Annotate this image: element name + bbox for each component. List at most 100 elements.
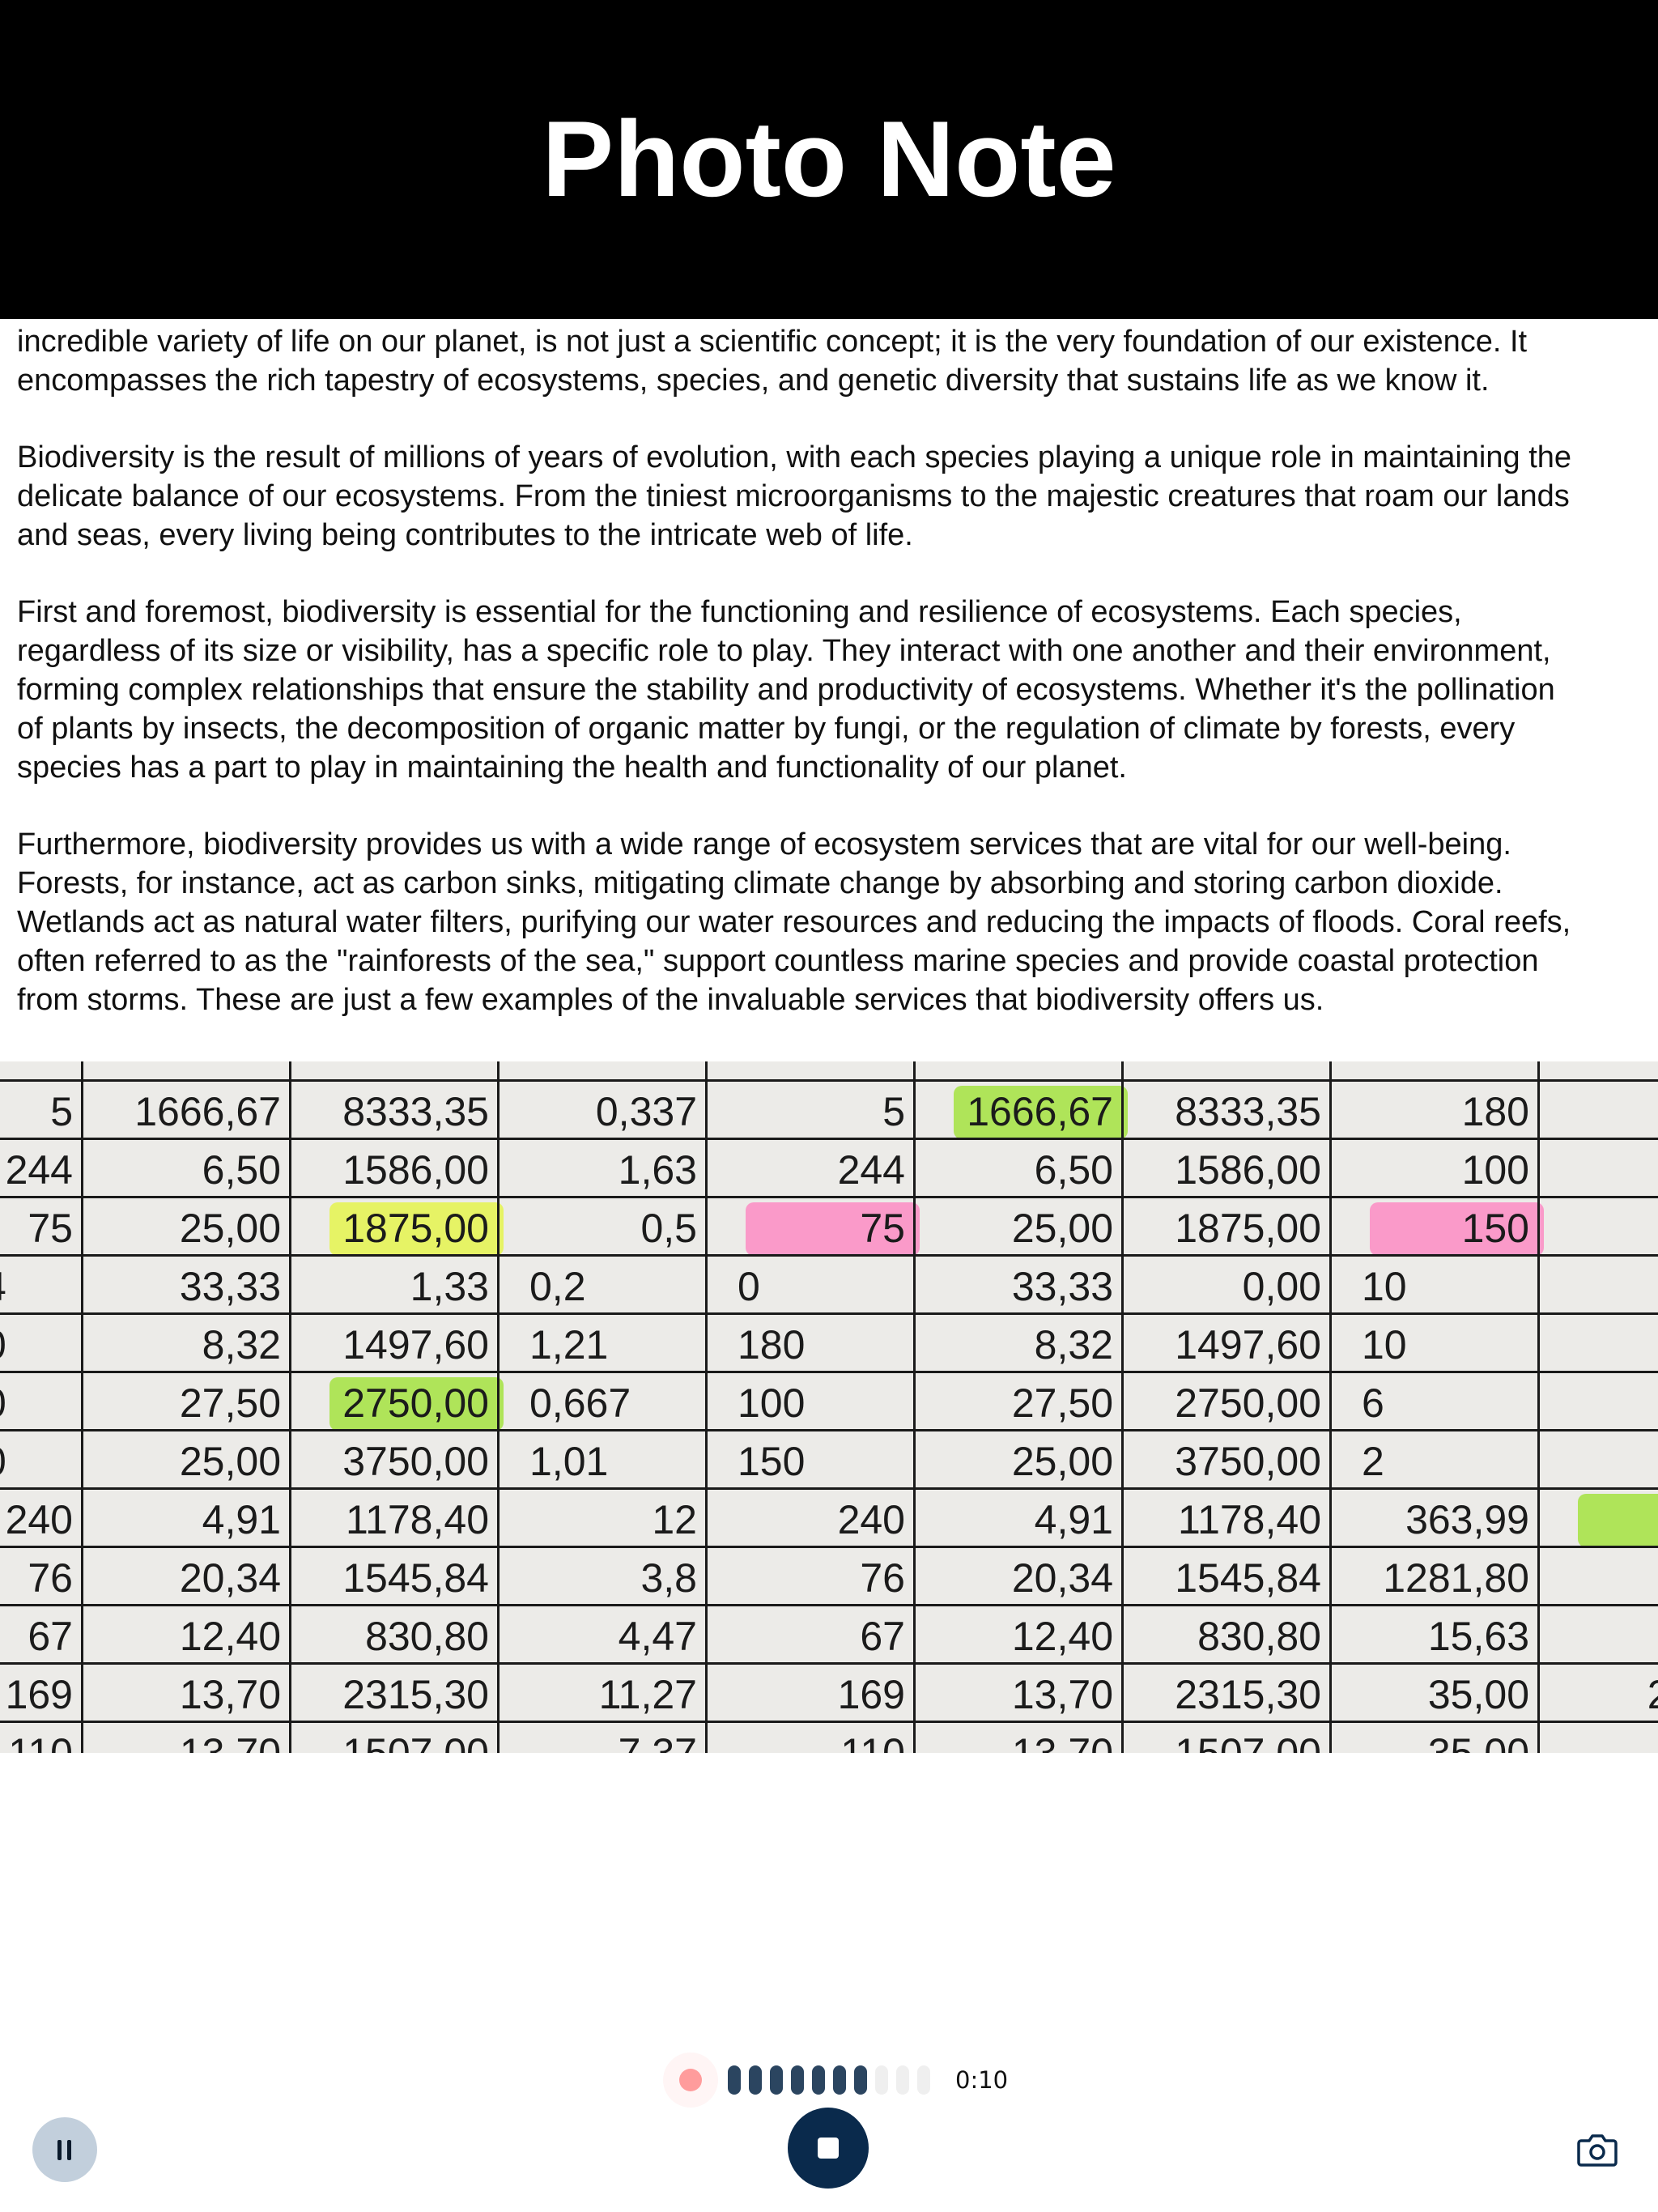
table-cell: 6,50	[1034, 1147, 1113, 1193]
table-cell: 13,70	[1011, 1730, 1113, 1753]
table-cell: 20,34	[1011, 1555, 1113, 1601]
recording-time: 0:10	[955, 2066, 1009, 2094]
note-line: delicate balance of our ecosystems. From…	[17, 479, 1570, 513]
table-cell: 1281,80	[1383, 1555, 1529, 1601]
table-cell: 11,27	[598, 1672, 697, 1717]
table-cell: 5	[882, 1089, 905, 1134]
table-cell: 0	[0, 1431, 81, 1490]
table-cell: 1497,60	[1175, 1322, 1321, 1368]
table-cell: 10	[1362, 1264, 1407, 1309]
table-cell: 150	[1461, 1206, 1529, 1251]
level-bar	[812, 2065, 825, 2095]
table-cell: 8333,35	[1175, 1089, 1321, 1134]
table-cell: 1507,00	[342, 1730, 489, 1753]
table-grid-line	[81, 1061, 83, 1753]
app-header: Photo Note	[0, 0, 1658, 319]
table-cell: 1,63	[618, 1147, 697, 1193]
table-cell: 100	[1461, 1147, 1529, 1193]
table-cell: 6,50	[202, 1147, 281, 1193]
level-bar	[833, 2065, 846, 2095]
table-cell: 2750,00	[342, 1380, 489, 1426]
table-row: 240 4,91 1178,40 12 240 4,91 1178,40 363,9972	[0, 1487, 1658, 1548]
table-row: 67 12,40 830,80 4,47 67 12,40 830,80 15,6384	[0, 1604, 1658, 1665]
table-cell: 75	[860, 1206, 905, 1251]
table-cell: 4,91	[202, 1497, 281, 1542]
table-cell: 180	[738, 1322, 806, 1368]
table-cell: 275	[1537, 1140, 1658, 1198]
table-cell: 33,33	[1011, 1264, 1113, 1309]
note-line: incredible variety of life on our planet…	[17, 325, 1528, 359]
table-cell: 35,00	[1427, 1730, 1529, 1753]
level-bar	[770, 2065, 783, 2095]
table-row: 110 13,70 1507,00 7,37 110 13,70 1507,00 35,00 4…	[0, 1721, 1658, 1753]
table-cell: 33,33	[179, 1264, 281, 1309]
table-cell: 25,00	[179, 1439, 281, 1484]
table-row: 5 1666,67 8333,35 0,337 5 1666,67 8333,35 18014…	[0, 1079, 1658, 1140]
table-cell: 13,70	[179, 1730, 281, 1753]
table-cell: 0	[0, 1315, 81, 1373]
table-cell: 1178,40	[1177, 1497, 1321, 1542]
level-bar	[896, 2065, 909, 2095]
table-cell: 67	[860, 1614, 905, 1659]
table-cell: 7,37	[618, 1730, 697, 1753]
table-cell: 0,667	[529, 1380, 631, 1426]
table-cell: 2	[1362, 1439, 1384, 1484]
note-text[interactable]: incredible variety of life on our planet…	[17, 322, 1652, 1057]
note-line: species has a part to play in maintainin…	[17, 751, 1127, 785]
table-grid-line	[289, 1061, 291, 1753]
table-row: 4 33,33 1,33 0,2 0 33,33 0,00 10 41	[0, 1254, 1658, 1315]
table-grid-line	[1121, 1061, 1124, 1753]
table-cell: 0,00	[1242, 1264, 1321, 1309]
table-cell: 8333,35	[342, 1089, 489, 1134]
table-cell: 1,21	[529, 1322, 609, 1368]
table-row: 0 27,50 2750,00 0,667 100 27,50 2750,00 6 174	[0, 1371, 1658, 1431]
table-cell: 72	[1537, 1431, 1658, 1490]
page-title: Photo Note	[542, 99, 1116, 219]
attached-photo: 51666,678333,350,33751666,678333,3518014…	[0, 1061, 1658, 1753]
camera-button[interactable]	[1577, 2131, 1618, 2168]
note-line: from storms. These are just a few exampl…	[17, 983, 1324, 1017]
note-paragraph: First and foremost, biodiversity is esse…	[17, 593, 1652, 787]
table-cell: 150	[738, 1439, 806, 1484]
table-row: 75 25,00 1875,00 0,5 75 25,00 1875,00 150375	[0, 1196, 1658, 1257]
table-cell: 41	[1537, 1257, 1658, 1315]
table-cell: 1666,67	[134, 1089, 281, 1134]
level-bar	[749, 2065, 762, 2095]
table-cell: 3750,00	[1175, 1439, 1321, 1484]
table-cell: 244	[5, 1147, 73, 1193]
table-cell: 13,70	[1011, 1672, 1113, 1717]
camera-icon	[1577, 2134, 1618, 2167]
table-cell: 240	[5, 1497, 73, 1542]
table-cell: 25,00	[179, 1206, 281, 1251]
table-grid-line	[497, 1061, 500, 1753]
level-bar	[875, 2065, 888, 2095]
note-line: Furthermore, biodiversity provides us wi…	[17, 827, 1511, 861]
table-row: 244 6,50 1586,00 1,63 244 6,50 1586,00 100275	[0, 1138, 1658, 1198]
table-cell: 76	[28, 1555, 73, 1601]
table-cell: 110	[840, 1730, 905, 1753]
note-line: Biodiversity is the result of millions o…	[17, 440, 1572, 474]
table-cell: 830,80	[1197, 1614, 1321, 1659]
table-cell: 2315,30	[1175, 1672, 1321, 1717]
stop-icon	[818, 2138, 839, 2159]
table-grid-line	[913, 1061, 916, 1753]
table-cell: 0,337	[595, 1089, 697, 1134]
table-grid-line	[1537, 1061, 1540, 1753]
table-row: 0 8,32 1497,60 1,21 180 8,32 1497,60 10 109	[0, 1312, 1658, 1373]
table-cell: 1875,00	[1175, 1206, 1321, 1251]
table-cell: 1,33	[410, 1264, 489, 1309]
table-cell: 1497,60	[342, 1322, 489, 1368]
level-bar	[728, 2065, 741, 2095]
table-cell: 84	[1537, 1606, 1658, 1665]
table-cell: 0,2	[529, 1264, 586, 1309]
table-cell: 4	[0, 1257, 81, 1315]
pause-button[interactable]	[32, 2117, 97, 2182]
table-cell: 1178,40	[345, 1497, 489, 1542]
table-cell: 2750,00	[1175, 1380, 1321, 1426]
table-cell: 15,63	[1427, 1614, 1529, 1659]
stop-button[interactable]	[788, 2108, 869, 2189]
table-cell: 0	[0, 1373, 81, 1431]
table-grid-line	[705, 1061, 708, 1753]
highlighter-mark	[329, 1202, 504, 1256]
table-cell: 2315,30	[342, 1672, 489, 1717]
